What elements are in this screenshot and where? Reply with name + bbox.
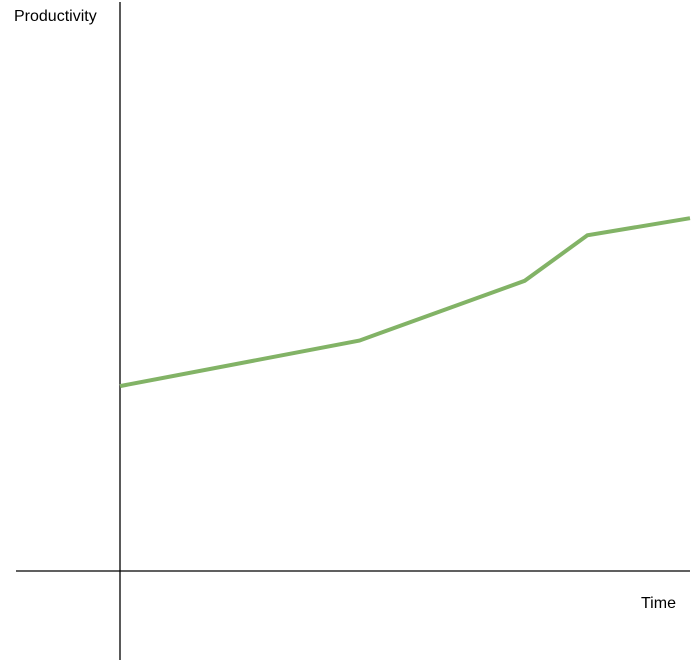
series-layer [118, 216, 692, 389]
data-point [523, 279, 527, 283]
data-point [357, 339, 361, 343]
x-axis-label: Time [641, 595, 676, 612]
y-axis-label: Productivity [14, 8, 97, 25]
data-point [585, 233, 589, 237]
data-point [688, 216, 692, 220]
productivity-line [119, 216, 691, 389]
data-point [118, 384, 122, 388]
